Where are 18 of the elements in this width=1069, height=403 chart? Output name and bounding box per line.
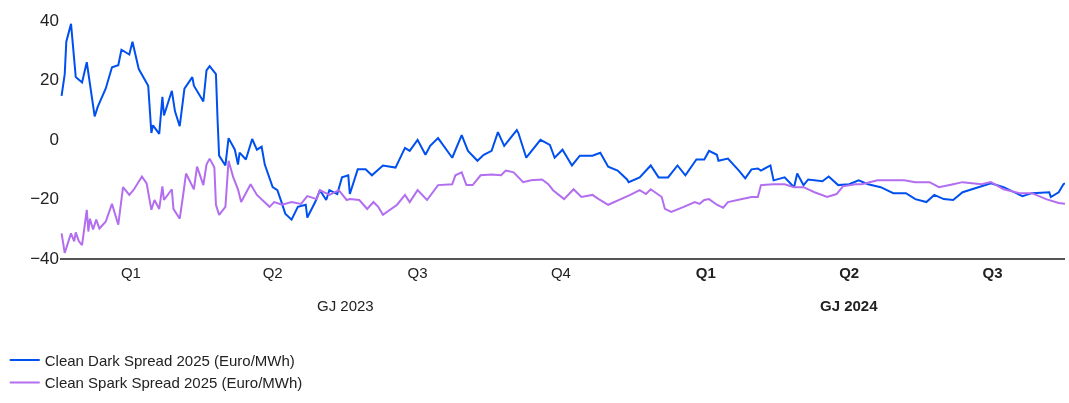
x-tick-label: Q1 [695,263,716,281]
line-series [60,22,1065,221]
y-tick-label: −40 [30,248,59,268]
legend-label: Clean Spark Spread 2025 (Euro/MWh) [44,374,303,392]
y-tick-label: −20 [30,189,59,209]
x-tick-label: Q3 [982,263,1003,281]
y-tick-label: 20 [40,70,59,90]
x-tick-label: Q2 [262,263,283,281]
y-tick-label: 0 [49,129,59,149]
x-tick-label: Q4 [550,263,571,281]
x-tick-label: Q1 [120,263,141,281]
text: GJ 2023 [317,297,374,314]
text: GJ 2024 [820,297,879,314]
line-series [60,157,1065,254]
x-tick-label: Q2 [839,263,860,281]
legend-label: Clean Dark Spread 2025 (Euro/MWh) [44,351,295,369]
y-tick-label: 40 [40,10,59,30]
x-tick-label: Q3 [407,263,428,281]
